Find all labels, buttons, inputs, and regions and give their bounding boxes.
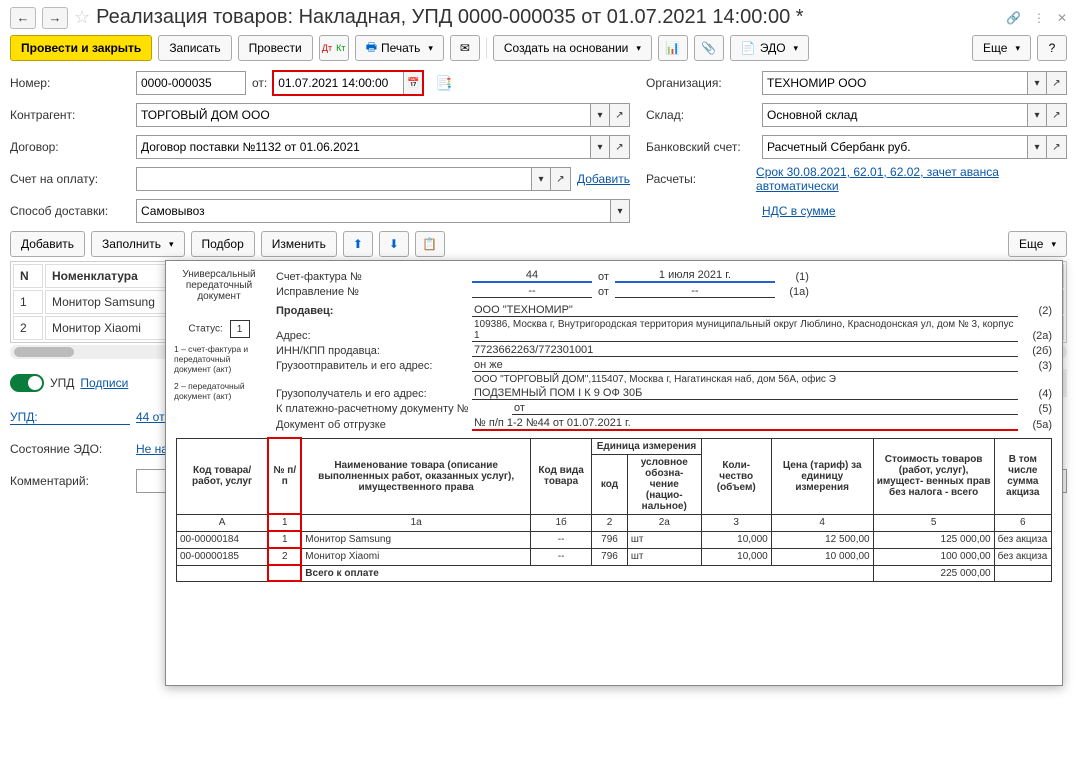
contract-open[interactable]: ↗ [610,135,630,159]
change-button[interactable]: Изменить [261,231,337,257]
upd-toggle[interactable] [10,374,44,392]
ov-doc-title: Универсальный передаточный документ [174,269,264,302]
write-button[interactable]: Записать [158,35,231,61]
mail-button[interactable]: ✉ [450,35,480,61]
status-ok-icon: 📑 [435,75,452,92]
settlements-link[interactable]: Срок 30.08.2021, 62.01, 62.02, зачет ава… [756,165,1067,193]
help-button[interactable]: ? [1037,35,1067,61]
contract-dropdown[interactable]: ▾ [590,135,610,159]
status-box: 1 [230,320,250,338]
kebab-icon[interactable]: ⋮ [1033,11,1045,25]
counterparty-label: Контрагент: [10,108,130,122]
favorite-icon[interactable]: ☆ [74,7,90,28]
org-dropdown[interactable]: ▾ [1027,71,1047,95]
org-label: Организация: [646,76,756,90]
delivery-label: Способ доставки: [10,204,130,218]
settlements-label: Расчеты: [646,172,750,186]
ov-items-table: Код товара/ работ, услуг № п/п Наименова… [176,437,1052,582]
date-input[interactable] [273,71,403,95]
move-up-button[interactable]: ⬆ [343,231,373,257]
forward-button[interactable]: → [42,7,68,29]
add-row-button[interactable]: Добавить [10,231,85,257]
titlebar: ← → ☆ Реализация товаров: Накладная, УПД… [10,6,1067,29]
col-n: N [13,264,43,288]
comment-label: Комментарий: [10,474,130,488]
bank-open[interactable]: ↗ [1047,135,1067,159]
counterparty-open[interactable]: ↗ [610,103,630,127]
org-open[interactable]: ↗ [1047,71,1067,95]
select-button[interactable]: Подбор [191,231,255,257]
delivery-dropdown[interactable]: ▾ [610,199,630,223]
print-preview-overlay: Универсальный передаточный документ Стат… [165,260,1063,686]
back-button[interactable]: ← [10,7,36,29]
invoice-input[interactable] [136,167,531,191]
close-icon[interactable]: ✕ [1057,11,1067,25]
copy-button[interactable]: 📋 [415,231,445,257]
edo-state-label: Состояние ЭДО: [10,442,130,456]
delivery-input[interactable] [136,199,610,223]
create-based-button[interactable]: Создать на основании [493,35,652,61]
upd-link-label: УПД: [10,410,130,425]
report-button[interactable]: 📊 [658,35,688,61]
invoice-open[interactable]: ↗ [551,167,571,191]
warehouse-label: Склад: [646,108,756,122]
link-icon[interactable]: 🔗 [1006,11,1021,25]
post-and-close-button[interactable]: Провести и закрыть [10,35,152,61]
dt-kt-button[interactable]: ДтКт [319,35,349,61]
window-title: Реализация товаров: Накладная, УПД 0000-… [96,6,1000,29]
attach-button[interactable]: 📎 [694,35,724,61]
move-down-button[interactable]: ⬇ [379,231,409,257]
counterparty-dropdown[interactable]: ▾ [590,103,610,127]
print-button[interactable]: 🖶 Печать [355,35,444,61]
bank-label: Банковский счет: [646,140,756,154]
main-toolbar: Провести и закрыть Записать Провести ДтК… [10,35,1067,61]
table-toolbar: Добавить Заполнить Подбор Изменить ⬆ ⬇ 📋… [10,231,1067,257]
bank-input[interactable] [762,135,1027,159]
upd-label: УПД [50,376,74,390]
contract-label: Договор: [10,140,130,154]
from-label: от: [252,76,267,90]
table-more-button[interactable]: Еще [1008,231,1067,257]
counterparty-input[interactable] [136,103,590,127]
signs-link[interactable]: Подписи [80,376,128,390]
warehouse-open[interactable]: ↗ [1047,103,1067,127]
calendar-icon[interactable]: 📅 [403,71,423,95]
invoice-dropdown[interactable]: ▾ [531,167,551,191]
number-input[interactable] [136,71,246,95]
fill-button[interactable]: Заполнить [91,231,184,257]
warehouse-input[interactable] [762,103,1027,127]
post-button[interactable]: Провести [238,35,313,61]
add-invoice-link[interactable]: Добавить [577,172,630,186]
edo-button[interactable]: 📄 ЭДО [730,35,809,61]
warehouse-dropdown[interactable]: ▾ [1027,103,1047,127]
vat-link[interactable]: НДС в сумме [762,204,836,218]
org-input[interactable] [762,71,1027,95]
invoice-label: Счет на оплату: [10,172,130,186]
contract-input[interactable] [136,135,590,159]
bank-dropdown[interactable]: ▾ [1027,135,1047,159]
number-label: Номер: [10,76,130,90]
more-button[interactable]: Еще [972,35,1031,61]
